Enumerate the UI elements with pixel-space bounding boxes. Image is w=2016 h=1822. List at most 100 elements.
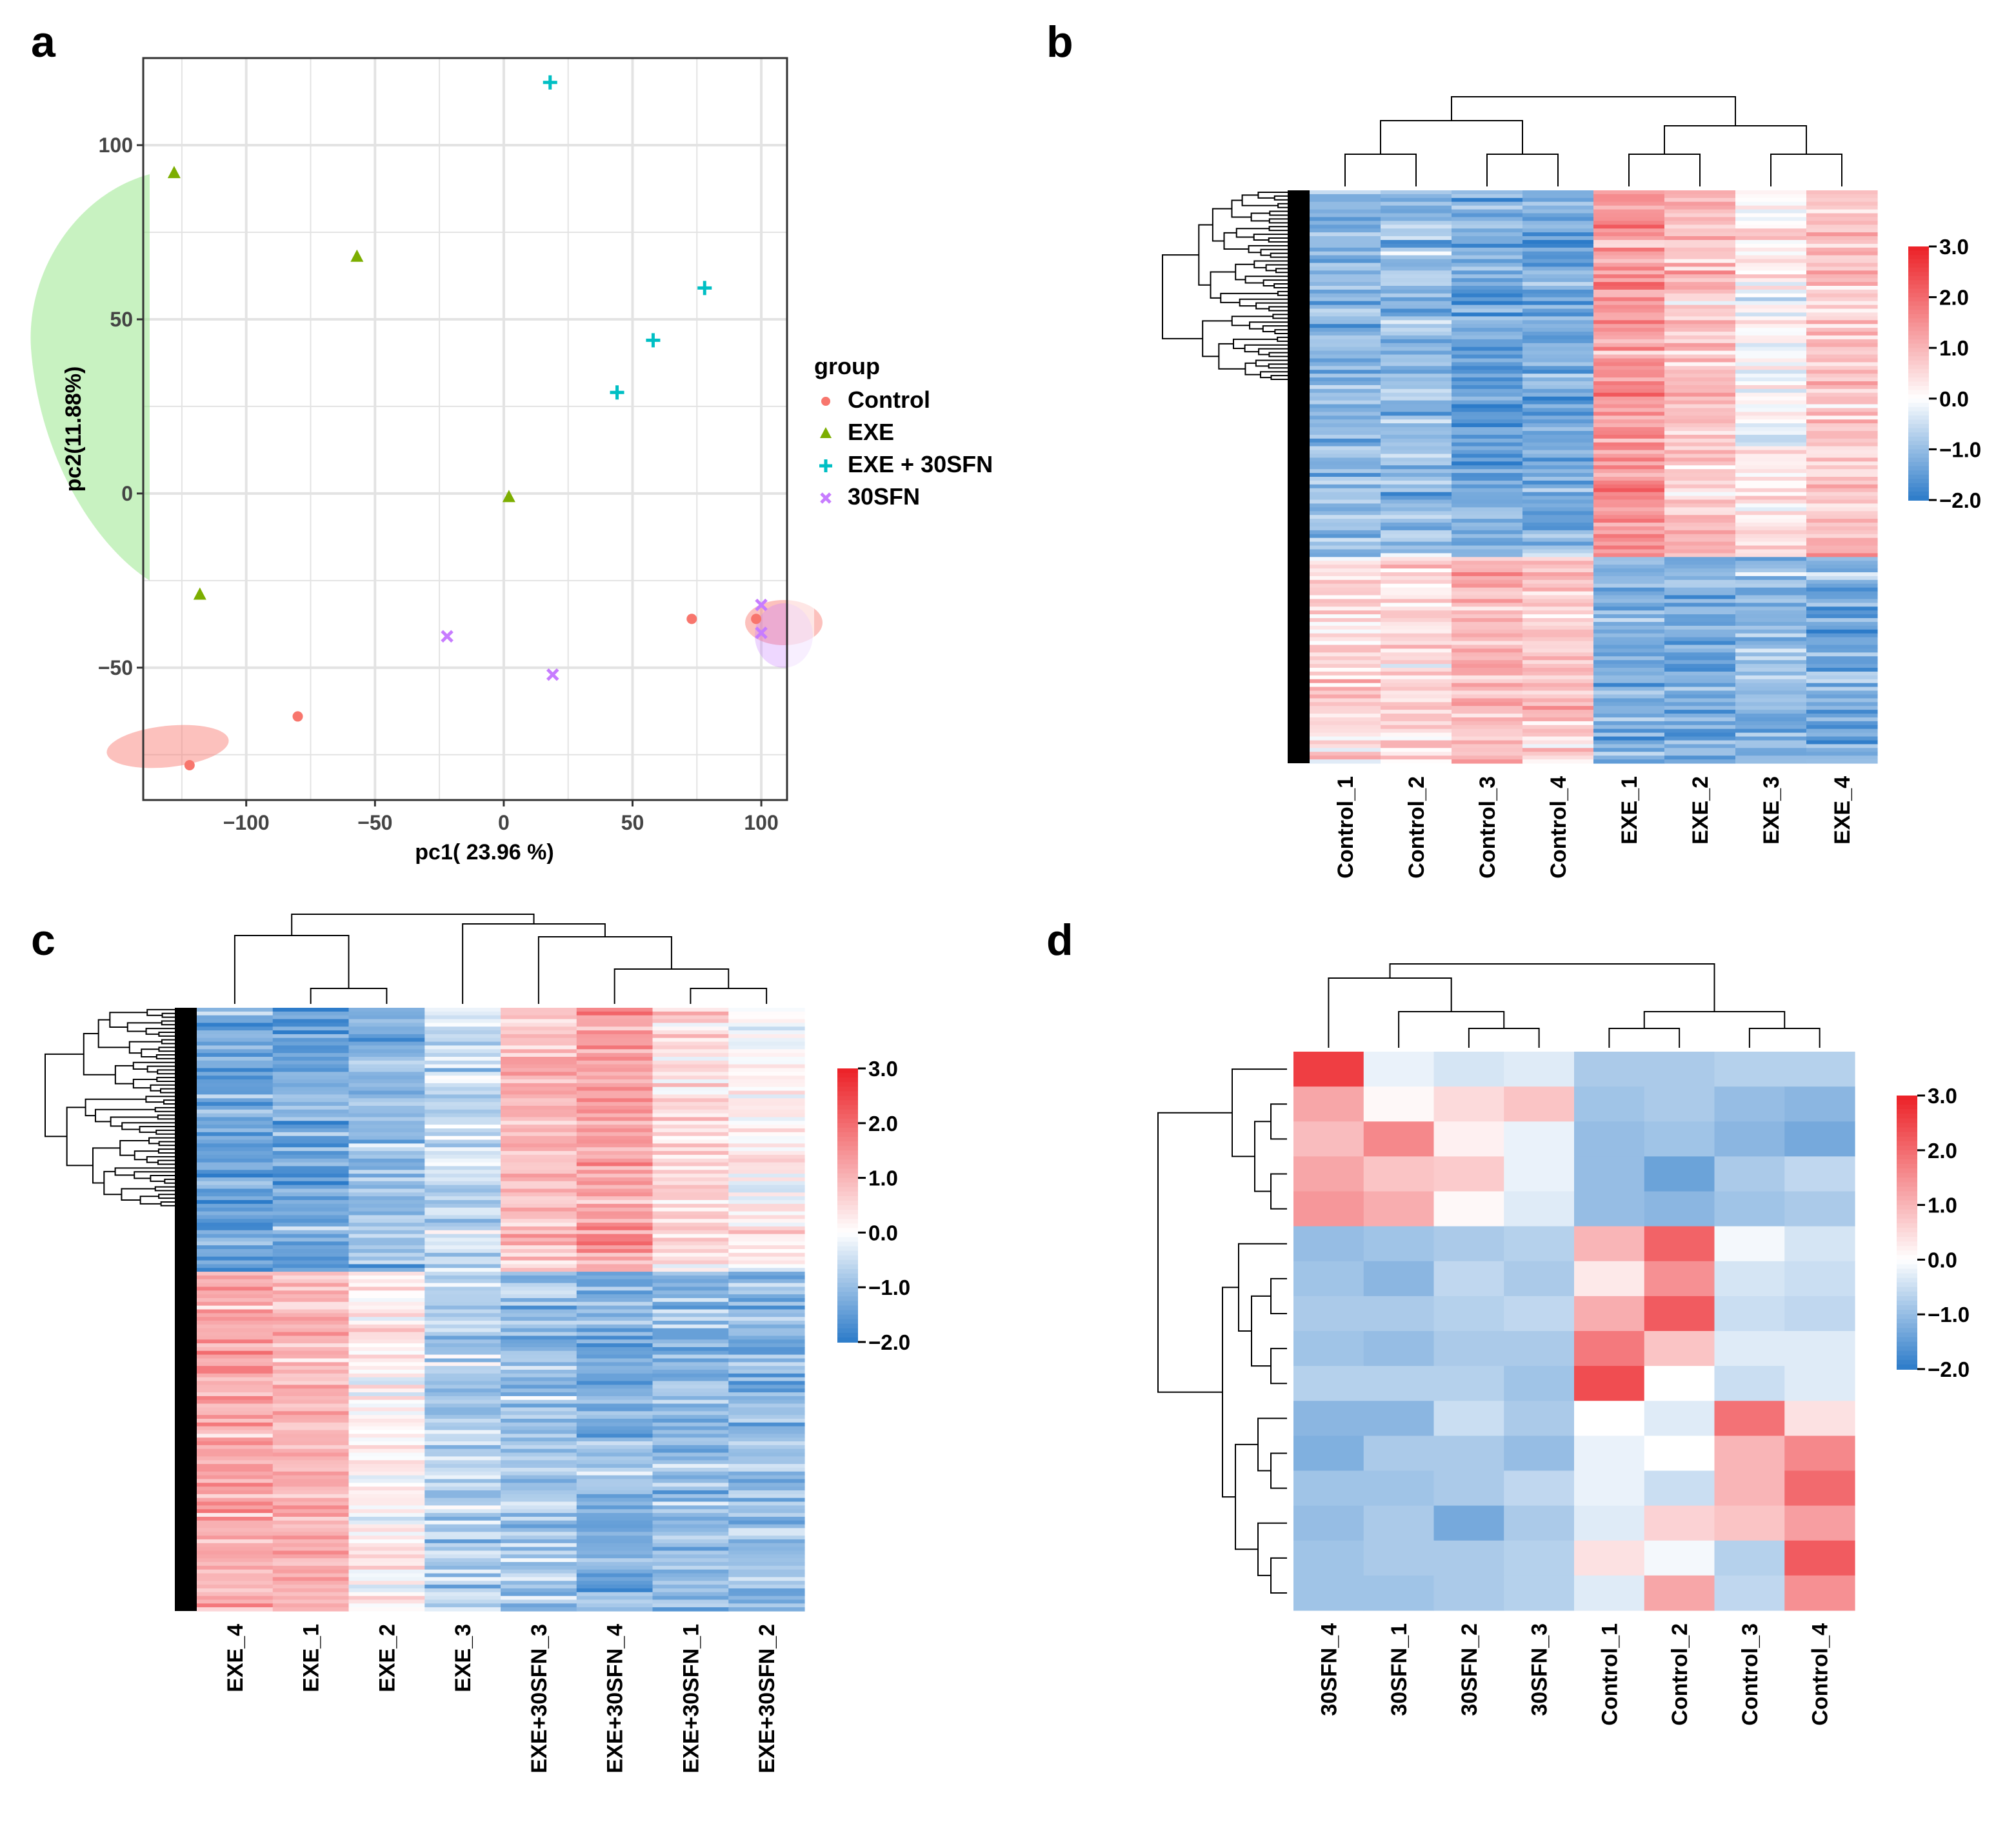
colorbar-d-segment: [1897, 1132, 1917, 1137]
heatmap-c-row-dendrogram: [121, 1188, 155, 1201]
heatmap-b-cell: [1522, 641, 1594, 646]
heatmap-c-cell: [576, 1026, 654, 1031]
heatmap-c-cell: [501, 1422, 577, 1427]
heatmap-b-cell: [1593, 591, 1665, 596]
heatmap-b-cell: [1522, 625, 1594, 630]
heatmap-c-cell: [197, 1321, 274, 1325]
heatmap-c-cell: [728, 1437, 805, 1442]
heatmap-b-cell: [1381, 629, 1452, 634]
heatmap-c-cell: [272, 1370, 350, 1374]
heatmap-b-cell: [1522, 404, 1594, 409]
heatmap-b-cell: [1381, 561, 1452, 565]
heatmap-c-cell: [424, 1203, 501, 1208]
heatmap-b-cell: [1452, 312, 1523, 317]
heatmap-c-cell: [501, 1068, 577, 1072]
heatmap-b-cell: [1664, 545, 1736, 550]
point-exe: [502, 490, 515, 503]
heatmap-c-cell: [272, 1562, 350, 1567]
heatmap-b-cell: [1735, 587, 1807, 592]
heatmap-b-cell: [1452, 415, 1523, 420]
heatmap-b-cell: [1452, 434, 1523, 439]
colorbar-d-segment: [1897, 1337, 1917, 1343]
heatmap-c-cell: [197, 1268, 274, 1272]
heatmap-c-cell: [272, 1026, 350, 1031]
heatmap-b-cell: [1735, 324, 1807, 328]
heatmap-b-cell: [1381, 587, 1452, 592]
heatmap-c-cell: [728, 1497, 805, 1503]
heatmap-b-cell: [1522, 576, 1594, 581]
heatmap-b-row-dendrogram: [1268, 363, 1288, 369]
heatmap-c-cell: [576, 1422, 654, 1427]
heatmap-b-cell: [1522, 434, 1594, 439]
colorbar-b-segment: [1908, 288, 1929, 294]
heatmap-b-cell: [1806, 430, 1878, 435]
heatmap-c-cell: [197, 1102, 274, 1106]
heatmap-c-cell: [424, 1098, 501, 1103]
heatmap-c-cell: [197, 1128, 274, 1133]
heatmap-b-cell: [1735, 557, 1807, 561]
heatmap-c-cell: [197, 1411, 274, 1416]
heatmap-b-cell: [1664, 477, 1736, 481]
colorbar-d-segment: [1897, 1364, 1917, 1370]
heatmap-c-cell: [197, 1121, 274, 1125]
heatmap-c-cell: [576, 1490, 654, 1495]
heatmap-b-cell: [1593, 549, 1665, 554]
heatmap-c-cell: [348, 1388, 425, 1393]
heatmap-b-cell: [1452, 526, 1523, 531]
heatmap-b-cell: [1452, 446, 1523, 451]
heatmap-c-cell: [348, 1105, 425, 1110]
colorbar-d-segment: [1897, 1218, 1917, 1224]
heatmap-b-cell: [1522, 282, 1594, 286]
colorbar-b-segment: [1908, 487, 1929, 492]
heatmap-b-cell: [1381, 526, 1452, 531]
heatmap-c-cell: [576, 1056, 654, 1061]
heatmap-c-cell: [197, 1346, 274, 1352]
heatmap-c-cell: [652, 1128, 729, 1133]
heatmap-c-cell: [197, 1392, 274, 1397]
heatmap-b-cell: [1664, 251, 1736, 256]
heatmap-b-cell: [1664, 721, 1736, 726]
heatmap-d-cell: [1714, 1261, 1785, 1297]
heatmap-b-cell: [1806, 660, 1878, 665]
heatmap-d-row-dendrogram: [1270, 1277, 1287, 1314]
heatmap-b-cell: [1381, 381, 1452, 386]
heatmap-b-cell: [1522, 610, 1594, 615]
heatmap-b-cell: [1593, 756, 1665, 760]
heatmap-d-cell: [1784, 1296, 1855, 1332]
colorbar-c-segment: [837, 1319, 858, 1325]
heatmap-c-cell: [501, 1200, 577, 1205]
heatmap-b-cell: [1381, 274, 1452, 279]
heatmap-d-cell: [1363, 1505, 1435, 1541]
heatmap-b-cell: [1735, 728, 1807, 734]
heatmap-c-cell: [652, 1076, 729, 1080]
heatmap-c-cell: [424, 1305, 501, 1310]
heatmap-c-cell: [652, 1603, 729, 1608]
heatmap-b-cell: [1593, 282, 1665, 286]
colorbar-b-segment: [1908, 470, 1929, 476]
heatmap-d-column-label: 30SFN_1: [1387, 1623, 1412, 1716]
heatmap-b-cell: [1593, 671, 1665, 676]
heatmap-b-cell: [1664, 412, 1736, 416]
heatmap-c-cell: [424, 1550, 501, 1555]
heatmap-b-cell: [1806, 190, 1878, 195]
heatmap-b-cell: [1806, 545, 1878, 550]
heatmap-b-cell: [1593, 228, 1665, 233]
heatmap-b-cell: [1522, 579, 1594, 585]
heatmap-c-cell: [348, 1494, 425, 1499]
heatmap-c-cell: [728, 1139, 805, 1144]
heatmap-c-cell: [576, 1343, 654, 1348]
heatmap-c-cell: [197, 1599, 274, 1604]
heatmap-b-cell: [1806, 293, 1878, 298]
heatmap-b-cell: [1381, 442, 1452, 447]
heatmap-d-row-dendrogram: [1232, 1068, 1287, 1157]
heatmap-b-cell: [1806, 499, 1878, 505]
heatmap-b-cell: [1310, 477, 1381, 481]
heatmap-c-cell: [652, 1207, 729, 1212]
heatmap-c-cell: [424, 1569, 501, 1574]
heatmap-c-cell: [197, 1045, 274, 1050]
heatmap-b-cell: [1664, 328, 1736, 332]
heatmap-c-row-dendrogram: [148, 1137, 175, 1145]
heatmap-c-cell: [728, 1388, 805, 1393]
heatmap-b-cell: [1522, 385, 1594, 390]
heatmap-c-col-dendrogram: [310, 988, 388, 1004]
